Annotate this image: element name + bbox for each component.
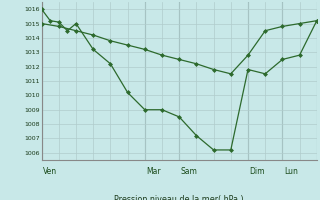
Text: Sam: Sam	[180, 167, 197, 176]
Text: Ven: Ven	[43, 167, 57, 176]
Text: Dim: Dim	[249, 167, 265, 176]
Text: Mar: Mar	[146, 167, 161, 176]
Text: Pression niveau de la mer( hPa ): Pression niveau de la mer( hPa )	[114, 195, 244, 200]
Text: Lun: Lun	[284, 167, 298, 176]
